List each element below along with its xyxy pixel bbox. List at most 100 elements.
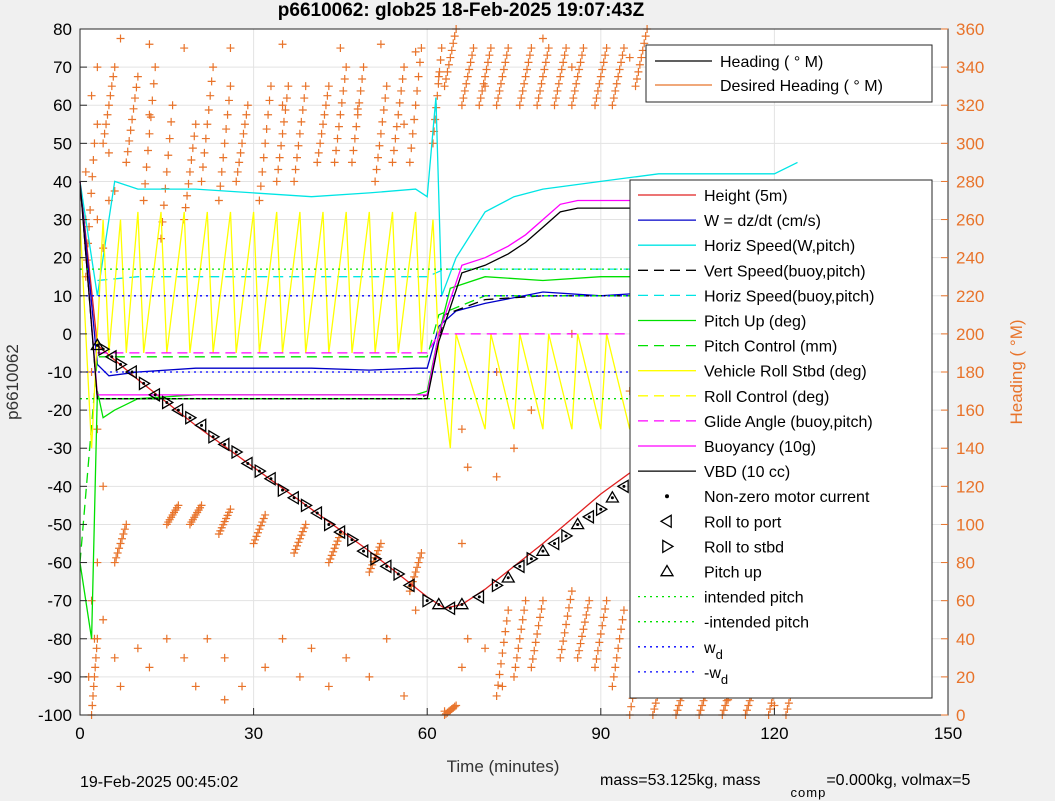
roll-marker-up [570, 517, 585, 530]
motor-current-dot [587, 515, 591, 519]
heading-mark [223, 110, 232, 119]
heading-mark [148, 96, 157, 105]
heading-mark [238, 139, 247, 148]
legend-top-label: Desired Heading ( ° M) [720, 78, 883, 95]
y-right-tick-label: 240 [956, 249, 984, 268]
heading-mark [414, 72, 423, 81]
heading-mark [443, 67, 452, 76]
roll-marker-left [147, 387, 161, 403]
heading-mark [414, 558, 423, 567]
heading-mark [89, 682, 98, 691]
heading-mark [225, 96, 234, 105]
heading-mark [203, 120, 212, 129]
footer-timestamp: 19-Feb-2025 00:45:02 [80, 774, 238, 791]
y-tick-label: -60 [47, 554, 72, 573]
heading-mark [566, 595, 575, 604]
heading-mark [593, 86, 602, 95]
heading-mark [615, 65, 624, 74]
heading-mark [411, 47, 420, 56]
heading-mark [573, 653, 582, 662]
heading-mark [382, 634, 391, 643]
heading-mark [365, 568, 374, 577]
heading-mark [527, 406, 536, 415]
heading-mark [281, 105, 290, 114]
heading-mark [611, 86, 620, 95]
heading-mark [200, 148, 209, 157]
heading-mark [167, 117, 176, 126]
heading-mark [165, 134, 174, 143]
heading-mark [598, 65, 607, 74]
heading-mark [298, 527, 307, 536]
heading-mark [337, 98, 346, 107]
heading-mark [617, 58, 626, 67]
heading-mark [115, 544, 124, 553]
heading-mark [191, 120, 200, 129]
y-right-tick-label: 320 [956, 96, 984, 115]
heading-mark [612, 79, 621, 88]
heading-mark [766, 705, 775, 714]
heading-mark [334, 122, 343, 131]
heading-mark [239, 129, 248, 138]
heading-mark [783, 705, 792, 714]
roll-marker-right [370, 551, 383, 566]
heading-mark [100, 129, 109, 138]
heading-mark [599, 613, 608, 622]
legend-main-label-sub: d [716, 647, 723, 662]
heading-mark [102, 120, 111, 129]
motor-current-dot [599, 507, 603, 511]
heading-mark [197, 177, 206, 186]
heading-mark [206, 91, 215, 100]
motor-current-dot [142, 381, 146, 385]
heading-mark [570, 86, 579, 95]
heading-mark [560, 628, 569, 637]
heading-mark [293, 153, 301, 162]
roll-marker-up [535, 543, 551, 556]
heading-mark [122, 158, 131, 167]
heading-mark [342, 653, 351, 662]
heading-mark [394, 110, 403, 119]
motor-current-dot [165, 400, 169, 404]
heading-mark [110, 558, 119, 567]
heading-mark [650, 705, 659, 714]
y-right-tick-label: 20 [956, 668, 975, 687]
heading-mark [307, 644, 316, 653]
heading-mark [595, 79, 604, 88]
heading-mark [492, 472, 501, 481]
heading-mark [520, 79, 529, 88]
heading-mark [129, 104, 138, 113]
heading-mark [463, 72, 472, 81]
heading-mark [576, 58, 585, 67]
roll-marker-up [501, 570, 516, 583]
heading-mark [198, 163, 207, 172]
heading-mark [525, 51, 534, 60]
heading-mark [379, 105, 388, 114]
heading-mark [518, 615, 527, 624]
heading-mark [226, 82, 235, 91]
heading-mark [452, 701, 461, 710]
heading-mark [391, 134, 400, 143]
heading-mark [255, 196, 264, 205]
roll-marker-left [104, 349, 117, 364]
y-tick-label: 20 [53, 249, 72, 268]
heading-mark [122, 520, 131, 529]
heading-mark [91, 663, 100, 672]
heading-mark [374, 546, 383, 555]
x-tick-label: 90 [591, 724, 610, 743]
legend-main-label-text: Non-zero motor current [704, 489, 870, 506]
heading-mark [327, 551, 336, 560]
heading-mark [457, 539, 466, 548]
heading-mark [222, 125, 231, 134]
heading-mark [219, 153, 228, 162]
heading-mark [450, 702, 459, 711]
heading-mark [376, 129, 385, 138]
heading-mark [376, 539, 385, 548]
heading-mark [93, 425, 102, 434]
heading-mark [90, 139, 99, 148]
heading-mark [242, 110, 251, 119]
heading-mark [612, 653, 621, 662]
heading-mark [93, 558, 102, 567]
heading-mark [371, 177, 380, 186]
heading-mark [460, 86, 469, 95]
heading-mark [483, 58, 492, 67]
heading-mark [618, 615, 627, 624]
